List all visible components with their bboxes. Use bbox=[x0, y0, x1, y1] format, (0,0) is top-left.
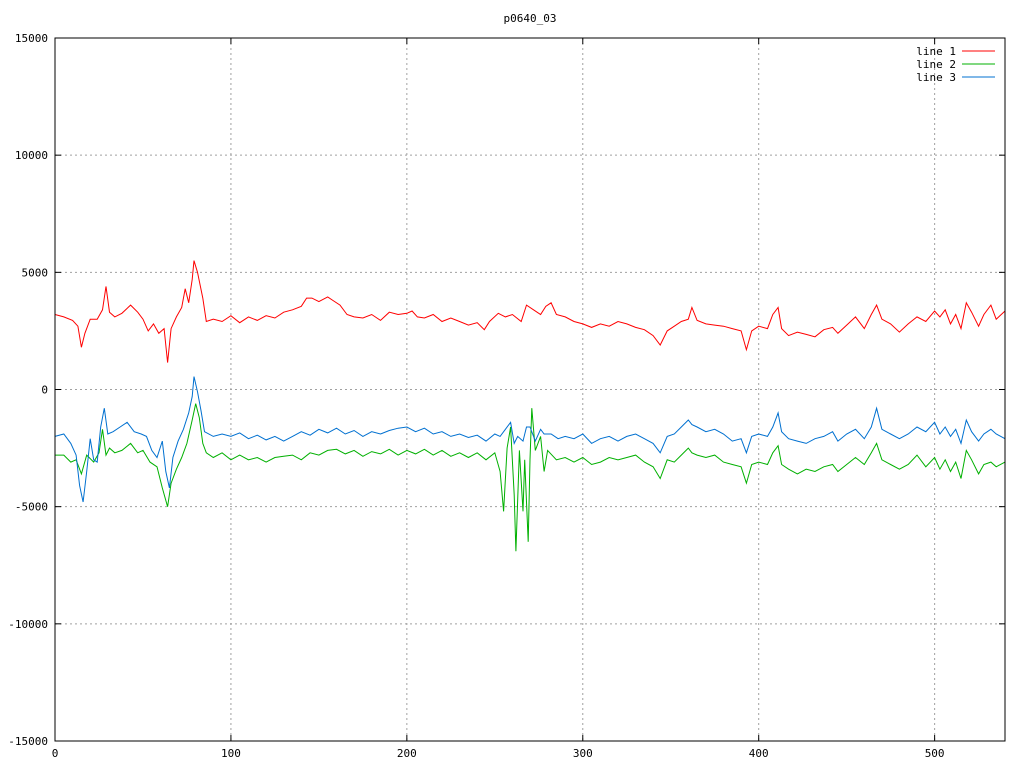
series-line-1 bbox=[54, 260, 1006, 363]
plot-frame bbox=[54, 37, 1006, 742]
legend-label-2: line 2 bbox=[916, 58, 956, 71]
series-line-2 bbox=[55, 403, 1006, 552]
grid bbox=[55, 38, 1005, 741]
y-tick-label: -10000 bbox=[8, 618, 48, 631]
y-tick-label: 5000 bbox=[22, 266, 49, 279]
y-tick-label: 0 bbox=[41, 384, 48, 397]
series-group bbox=[54, 260, 1006, 552]
y-tick-label: 15000 bbox=[15, 32, 48, 45]
y-tick-label: -15000 bbox=[8, 735, 48, 748]
x-tick-label: 300 bbox=[573, 747, 593, 760]
chart-title: p0640_03 bbox=[504, 12, 557, 25]
y-tick-label: -5000 bbox=[15, 501, 48, 514]
x-tick-label: 100 bbox=[221, 747, 241, 760]
x-tick-label: 400 bbox=[749, 747, 769, 760]
x-tick-label: 200 bbox=[397, 747, 417, 760]
legend-label-3: line 3 bbox=[916, 71, 956, 84]
x-tick-label: 500 bbox=[925, 747, 945, 760]
series-line-3 bbox=[54, 376, 1006, 503]
legend-label-1: line 1 bbox=[916, 45, 956, 58]
axis-ticks: -15000 -10000 -5000 0 5000 10000 15000 0 100 200 3… bbox=[8, 32, 1005, 760]
y-tick-label: 10000 bbox=[15, 149, 48, 162]
x-tick-label: 0 bbox=[52, 747, 59, 760]
